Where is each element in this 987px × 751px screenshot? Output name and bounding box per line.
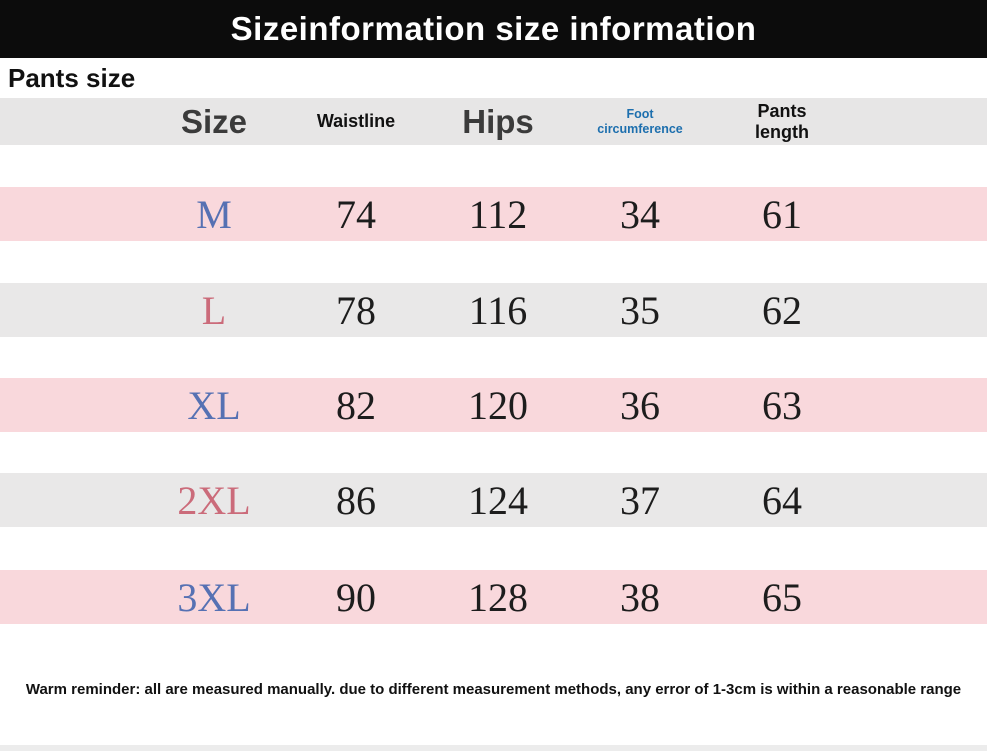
cell-pants-length: 61 — [762, 191, 802, 237]
cell-hips: 120 — [468, 382, 528, 428]
column-header-waistline: Waistline — [316, 111, 396, 132]
cell-hips: 116 — [468, 287, 528, 333]
size-label: 2XL — [177, 477, 251, 523]
column-header-hips: Hips — [462, 102, 534, 140]
cell-foot-circumference: 35 — [620, 287, 660, 333]
cell-hips: 124 — [468, 477, 528, 523]
cell-hips: 112 — [468, 191, 528, 237]
size-label: XL — [187, 382, 241, 428]
table-row-l: L 78 116 35 62 — [0, 283, 987, 337]
warm-reminder-note: Warm reminder: all are measured manually… — [25, 680, 962, 698]
cell-foot-circumference: 37 — [620, 477, 660, 523]
section-label-pants-size: Pants size — [8, 62, 136, 93]
cell-pants-length: 65 — [762, 574, 802, 620]
cell-pants-length: 64 — [762, 477, 802, 523]
column-header-pants-length-label: Pants length — [755, 100, 809, 142]
cell-waistline: 74 — [336, 191, 376, 237]
cell-waistline: 90 — [336, 574, 376, 620]
cell-waistline: 82 — [336, 382, 376, 428]
table-row-m: M 74 112 34 61 — [0, 187, 987, 241]
column-header-pants-length: Pants length — [711, 101, 853, 142]
cell-waistline: 86 — [336, 477, 376, 523]
size-label: 3XL — [177, 574, 251, 620]
title-bar: Sizeinformation size information — [0, 0, 987, 58]
table-row-3xl: 3XL 90 128 38 65 — [0, 570, 987, 624]
table-row-xl: XL 82 120 36 63 — [0, 378, 987, 432]
column-header-foot-circumference-label: Foot circumference — [597, 106, 683, 136]
table-row-2xl: 2XL 86 124 37 64 — [0, 473, 987, 527]
page-title: Sizeinformation size information — [230, 10, 757, 47]
cell-foot-circumference: 38 — [620, 574, 660, 620]
size-label: L — [201, 287, 227, 333]
cell-hips: 128 — [468, 574, 528, 620]
bottom-edge-strip — [0, 745, 987, 751]
size-table-header-row: Size Waistline Hips Foot circumference P… — [0, 98, 987, 145]
cell-waistline: 78 — [336, 287, 376, 333]
cell-foot-circumference: 36 — [620, 382, 660, 428]
cell-pants-length: 63 — [762, 382, 802, 428]
cell-pants-length: 62 — [762, 287, 802, 333]
column-header-foot-circumference: Foot circumference — [569, 107, 711, 137]
cell-foot-circumference: 34 — [620, 191, 660, 237]
column-header-size: Size — [180, 102, 248, 140]
size-label: M — [196, 191, 232, 237]
